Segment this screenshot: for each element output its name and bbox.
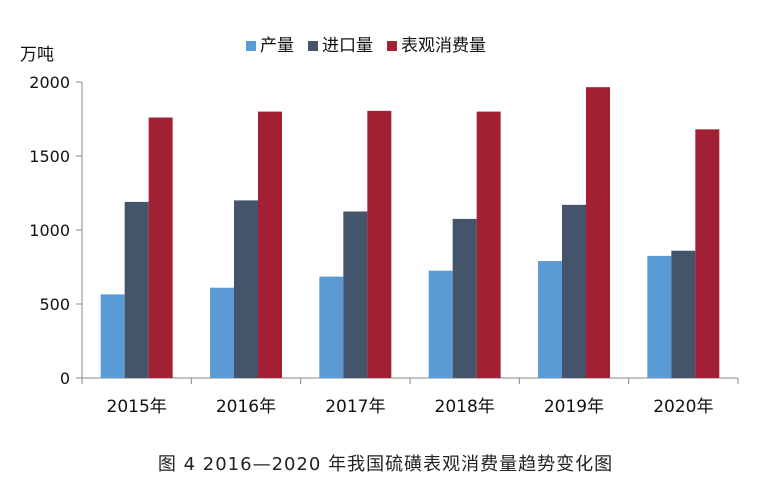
bar-production (538, 261, 562, 378)
bar-apparent-consumption (586, 87, 610, 379)
legend-swatch (387, 41, 397, 51)
y-tick-label: 500 (39, 295, 70, 314)
bar-import (124, 201, 149, 378)
bar-chart: 万吨 产量 进口量 表观消费量 0 500 1000 1500 2000 2015年 2016… (20, 36, 739, 417)
bar-production (647, 255, 672, 378)
legend-label: 产量 (260, 36, 294, 56)
bar-production (100, 294, 125, 378)
legend-swatch (246, 41, 256, 51)
y-tick-label: 1500 (29, 147, 70, 166)
x-category-label: 2015年 (107, 397, 167, 417)
bar-import (343, 211, 368, 378)
y-tick-label: 2000 (29, 73, 70, 92)
bar-import (562, 204, 586, 378)
bars: 2015年 2016年 2017年 2018年 2019年 2020年 (100, 87, 720, 417)
x-category-label: 2018年 (435, 397, 495, 417)
bar-import (234, 200, 258, 378)
legend-swatch (308, 41, 318, 51)
bar-apparent-consumption (367, 110, 392, 379)
legend: 产量 进口量 表观消费量 (246, 36, 486, 56)
bar-production (319, 276, 344, 378)
x-category-label: 2016年 (216, 397, 276, 417)
y-tick-label: 1000 (29, 221, 70, 240)
y-axis-unit-label: 万吨 (20, 45, 54, 65)
bar-production (210, 287, 234, 378)
bar-apparent-consumption (258, 111, 282, 378)
legend-label: 进口量 (322, 36, 373, 56)
figure-caption: 图 4 2016—2020 年我国硫磺表观消费量趋势变化图 (157, 454, 614, 475)
bar-apparent-consumption (476, 111, 501, 378)
chart-container: 万吨 产量 进口量 表观消费量 0 500 1000 1500 2000 2015年 2016… (20, 36, 739, 417)
bar-production (428, 270, 453, 378)
bar-import (452, 218, 477, 378)
legend-label: 表观消费量 (401, 36, 486, 56)
bar-apparent-consumption (148, 117, 173, 379)
axes: 0 500 1000 1500 2000 (29, 73, 739, 388)
y-tick-label: 0 (60, 369, 70, 388)
bar-apparent-consumption (695, 129, 720, 378)
bar-import (671, 250, 696, 378)
x-category-label: 2017年 (325, 397, 385, 417)
x-category-label: 2020年 (653, 397, 713, 417)
x-category-label: 2019年 (544, 397, 604, 417)
